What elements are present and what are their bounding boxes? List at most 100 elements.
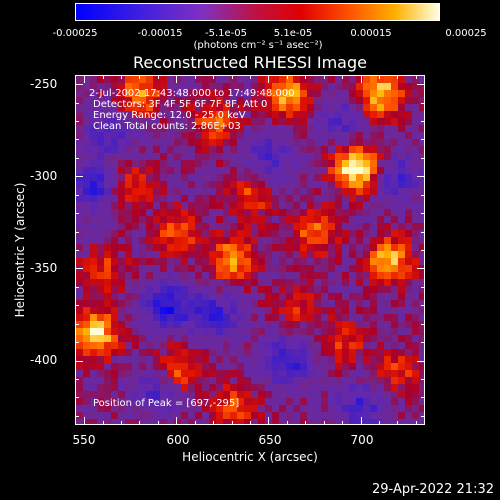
heatmap-cell: [160, 356, 168, 364]
tick-mark: [75, 157, 79, 159]
heatmap-cell: [328, 181, 336, 189]
heatmap-cell: [405, 251, 413, 259]
heatmap-cell: [111, 153, 119, 161]
heatmap-cell: [335, 76, 343, 84]
heatmap-cell: [202, 237, 210, 245]
heatmap-cell: [132, 111, 140, 119]
heatmap-cell: [237, 209, 245, 217]
heatmap-cell: [419, 153, 424, 161]
heatmap-cell: [188, 349, 196, 357]
heatmap-cell: [384, 258, 392, 266]
heatmap-cell: [118, 342, 126, 350]
plot-area: 2-Jul-2002 17:43:48.000 to 17:49:48.000 …: [75, 75, 425, 425]
heatmap-cell: [97, 90, 105, 98]
heatmap-cell: [370, 377, 378, 385]
heatmap-cell: [300, 356, 308, 364]
heatmap-cell: [272, 370, 280, 378]
heatmap-cell: [139, 237, 147, 245]
heatmap-cell: [202, 132, 210, 140]
heatmap-cell: [167, 216, 175, 224]
heatmap-cell: [335, 160, 343, 168]
heatmap-cell: [237, 125, 245, 133]
heatmap-cell: [76, 216, 84, 224]
chart-title: Reconstructed RHESSI Image: [133, 53, 367, 72]
heatmap-cell: [349, 258, 357, 266]
heatmap-cell: [377, 181, 385, 189]
heatmap-cell: [125, 335, 133, 343]
heatmap-cell: [377, 251, 385, 259]
heatmap-cell: [160, 90, 168, 98]
heatmap-cell: [335, 328, 343, 336]
heatmap-cell: [307, 76, 315, 84]
colorbar-tick: -0.00025: [52, 28, 98, 39]
heatmap-cell: [272, 363, 280, 371]
heatmap-cell: [174, 321, 182, 329]
heatmap-cell: [195, 335, 203, 343]
heatmap-cell: [328, 167, 336, 175]
colorbar-tick: -5.1e-05: [205, 28, 247, 39]
tick-mark: [75, 268, 83, 270]
heatmap-cell: [118, 97, 126, 105]
heatmap-cell: [384, 223, 392, 231]
heatmap-cell: [363, 188, 371, 196]
heatmap-cell: [230, 251, 238, 259]
heatmap-cell: [167, 174, 175, 182]
heatmap-cell: [181, 139, 189, 147]
heatmap-cell: [405, 258, 413, 266]
heatmap-cell: [195, 286, 203, 294]
heatmap-cell: [405, 104, 413, 112]
heatmap-cell: [104, 104, 112, 112]
heatmap-cell: [314, 83, 322, 91]
heatmap-cell: [118, 153, 126, 161]
heatmap-cell: [216, 279, 224, 287]
heatmap-cell: [314, 132, 322, 140]
heatmap-cell: [300, 83, 308, 91]
heatmap-cell: [216, 377, 224, 385]
heatmap-cell: [97, 370, 105, 378]
heatmap-cell: [321, 174, 329, 182]
heatmap-cell: [216, 83, 224, 91]
heatmap-cell: [321, 216, 329, 224]
heatmap-cell: [265, 181, 273, 189]
heatmap-cell: [419, 146, 424, 154]
heatmap-cell: [265, 377, 273, 385]
heatmap-cell: [279, 398, 287, 406]
heatmap-cell: [118, 83, 126, 91]
heatmap-cell: [83, 244, 91, 252]
heatmap-cell: [307, 181, 315, 189]
heatmap-cell: [104, 307, 112, 315]
heatmap-cell: [153, 307, 161, 315]
heatmap-cell: [419, 272, 424, 280]
heatmap-cell: [118, 125, 126, 133]
heatmap-cell: [377, 195, 385, 203]
heatmap-cell: [314, 279, 322, 287]
heatmap-cell: [272, 265, 280, 273]
heatmap-cell: [370, 132, 378, 140]
heatmap-cell: [314, 342, 322, 350]
heatmap-cell: [174, 272, 182, 280]
heatmap-cell: [174, 83, 182, 91]
heatmap-cell: [419, 244, 424, 252]
heatmap-cell: [153, 265, 161, 273]
tick-mark: [378, 421, 380, 425]
heatmap-cell: [132, 265, 140, 273]
heatmap-cell: [377, 398, 385, 406]
tick-mark: [421, 157, 425, 159]
heatmap-cell: [83, 167, 91, 175]
heatmap-cell: [111, 195, 119, 203]
heatmap-cell: [104, 90, 112, 98]
heatmap-cell: [286, 195, 294, 203]
heatmap-cell: [307, 111, 315, 119]
heatmap-cell: [412, 349, 420, 357]
heatmap-cell: [377, 272, 385, 280]
heatmap-cell: [419, 363, 424, 371]
heatmap-cell: [272, 174, 280, 182]
heatmap-cell: [167, 97, 175, 105]
heatmap-cell: [321, 181, 329, 189]
heatmap-cell: [90, 188, 98, 196]
heatmap-cell: [230, 160, 238, 168]
heatmap-cell: [258, 244, 266, 252]
heatmap-cell: [391, 349, 399, 357]
heatmap-cell: [216, 335, 224, 343]
heatmap-cell: [216, 300, 224, 308]
